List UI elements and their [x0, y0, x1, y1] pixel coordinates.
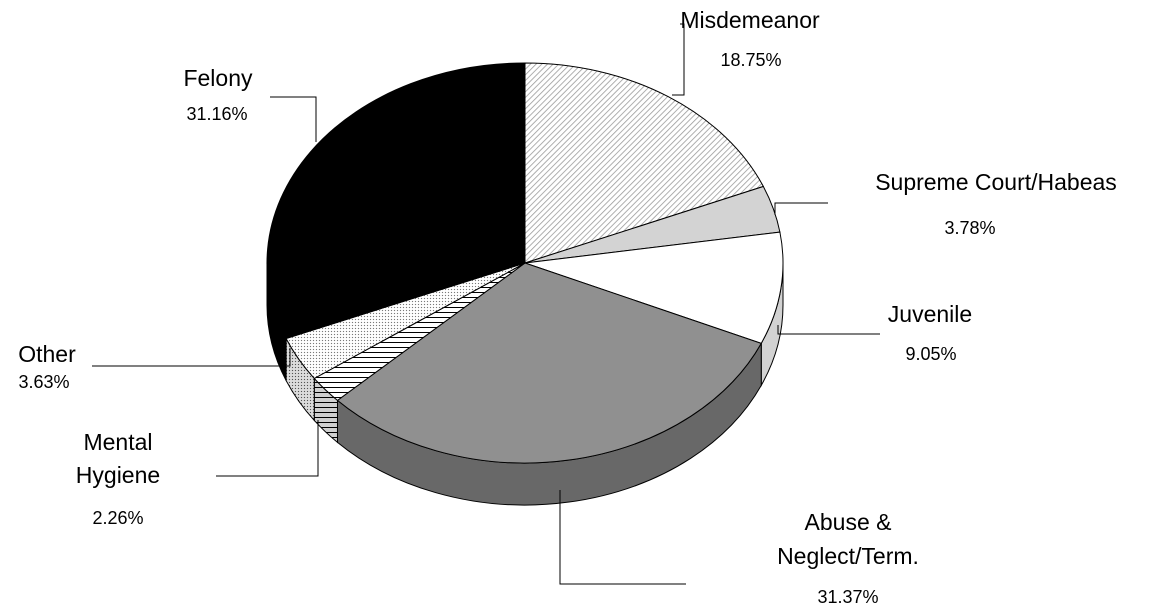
slice-percent-label: 9.05% [905, 344, 956, 364]
slice-label: Neglect/Term. [777, 543, 919, 569]
slice-percent-label: 3.78% [944, 218, 995, 238]
slice-misdemeanor [524, 62, 765, 264]
label-misdemeanor: Misdemeanor 18.75% [672, 7, 820, 96]
label-other: Other 3.63% [18, 341, 291, 392]
slice-percent-label: 18.75% [720, 50, 781, 70]
slice-percent-label: 31.16% [186, 104, 247, 124]
slice-juvenile [524, 231, 784, 344]
leader-line [672, 23, 685, 96]
pie-sides [266, 262, 784, 506]
slice-abuse-neglect-term [336, 262, 762, 464]
label-mental-hygiene: Mental Hygiene 2.26% [76, 420, 319, 528]
label-supreme-court-habeas: Supreme Court/Habeas 3.78% [774, 169, 1117, 238]
slice-percent-label: 3.63% [18, 372, 69, 392]
leader-line [777, 325, 880, 335]
slice-felony [266, 62, 526, 340]
slice-label: Hygiene [76, 462, 160, 488]
leader-line [216, 420, 319, 477]
pie-top [266, 62, 784, 464]
slice-label: Abuse & [805, 509, 892, 535]
slice-label: Misdemeanor [680, 7, 820, 33]
label-juvenile: Juvenile 9.05% [777, 301, 972, 364]
label-abuse-neglect-term: Abuse & Neglect/Term. 31.37% [559, 490, 919, 607]
slice-label: Felony [183, 65, 253, 91]
leader-line [774, 202, 828, 215]
slice-percent-label: 2.26% [92, 508, 143, 528]
leader-line [92, 348, 291, 367]
slice-percent-label: 31.37% [817, 587, 878, 607]
leader-line [559, 490, 686, 585]
leader-line [270, 96, 317, 142]
label-felony: Felony 31.16% [183, 65, 317, 142]
slice-label: Juvenile [888, 301, 972, 327]
slice-label: Other [18, 341, 76, 367]
pie-labels: Misdemeanor 18.75% Supreme Court/Habeas 3.7… [18, 7, 1117, 607]
slice-label: Mental [83, 429, 152, 455]
slice-label: Supreme Court/Habeas [875, 169, 1117, 195]
